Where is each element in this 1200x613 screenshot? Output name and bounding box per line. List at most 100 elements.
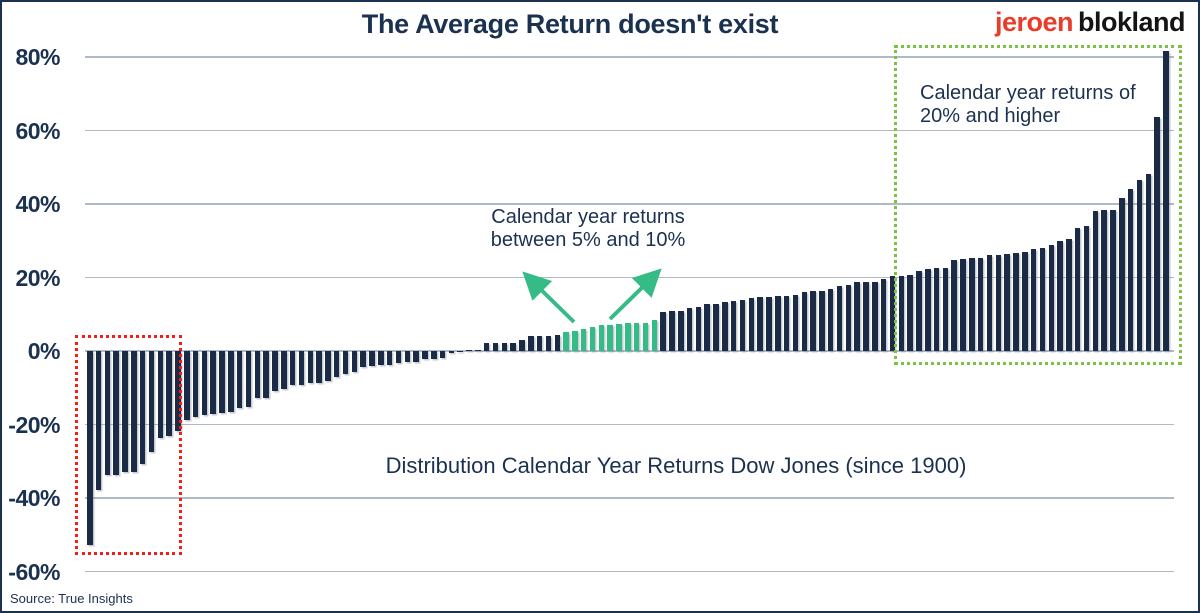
bar bbox=[872, 281, 878, 351]
bar bbox=[483, 343, 490, 351]
bar bbox=[775, 296, 781, 351]
bar bbox=[854, 282, 860, 351]
y-axis-label: 60% bbox=[15, 117, 60, 144]
bar bbox=[166, 351, 172, 436]
bar bbox=[1092, 210, 1099, 351]
bar bbox=[1039, 247, 1046, 351]
bar bbox=[475, 349, 481, 351]
bar bbox=[378, 351, 384, 365]
bar bbox=[1145, 173, 1152, 351]
bar bbox=[898, 276, 905, 351]
bar bbox=[386, 351, 393, 365]
gridline-0% bbox=[85, 350, 1174, 352]
bar bbox=[810, 291, 816, 351]
bar bbox=[554, 335, 561, 351]
bar bbox=[748, 298, 755, 351]
bar bbox=[1074, 227, 1081, 351]
bar bbox=[678, 310, 684, 351]
bar bbox=[360, 351, 366, 367]
bar bbox=[272, 351, 278, 391]
bar bbox=[298, 351, 305, 385]
annotation-line: Calendar year returns of bbox=[920, 82, 1136, 104]
bar bbox=[1030, 249, 1037, 351]
bar bbox=[1154, 116, 1160, 351]
bar bbox=[986, 255, 993, 351]
bar bbox=[245, 351, 252, 407]
bar bbox=[695, 306, 702, 351]
bar bbox=[792, 295, 799, 351]
bar bbox=[519, 339, 525, 351]
bar bbox=[395, 351, 402, 364]
annotation-line: 20% and higher bbox=[920, 105, 1061, 127]
bar bbox=[1066, 238, 1072, 351]
bar bbox=[889, 276, 896, 351]
bar bbox=[933, 267, 940, 351]
bar bbox=[254, 351, 261, 399]
bar bbox=[333, 351, 340, 378]
bar bbox=[704, 304, 710, 351]
bar bbox=[219, 351, 225, 413]
bar bbox=[184, 351, 190, 421]
bar bbox=[607, 324, 613, 351]
y-axis-label: -20% bbox=[8, 411, 60, 438]
bar bbox=[616, 324, 622, 351]
bar bbox=[907, 274, 913, 351]
bar bbox=[157, 351, 164, 438]
bar bbox=[722, 301, 728, 351]
bar bbox=[192, 351, 199, 417]
bar bbox=[819, 290, 825, 351]
bar bbox=[413, 351, 419, 362]
bar bbox=[580, 328, 587, 351]
y-axis-label: 20% bbox=[15, 264, 60, 291]
bar bbox=[228, 351, 234, 412]
bar bbox=[960, 258, 966, 351]
bar bbox=[139, 351, 146, 464]
bar bbox=[545, 335, 552, 351]
bar bbox=[598, 325, 605, 351]
bar bbox=[422, 351, 428, 360]
bar bbox=[325, 351, 331, 381]
high-returns-dotted-box bbox=[894, 45, 1182, 365]
bar bbox=[1004, 253, 1010, 351]
bar bbox=[942, 267, 949, 351]
bar bbox=[536, 335, 543, 351]
annotation-high-returns: Calendar year returns of 20% and higher bbox=[920, 82, 1136, 128]
bar bbox=[845, 285, 852, 351]
bar bbox=[951, 259, 957, 351]
bar bbox=[625, 323, 631, 351]
bar bbox=[633, 323, 640, 351]
gridline-60% bbox=[85, 129, 1174, 132]
bar bbox=[1022, 251, 1028, 351]
bar bbox=[281, 351, 287, 389]
bar bbox=[263, 351, 269, 398]
source-note: Source: True Insights bbox=[10, 591, 133, 606]
bar bbox=[660, 312, 666, 351]
brand-logo: jeroen blokland bbox=[994, 7, 1186, 38]
bar bbox=[236, 351, 243, 408]
bar bbox=[977, 258, 984, 351]
y-axis-label: 40% bbox=[15, 191, 60, 217]
bar bbox=[369, 351, 375, 367]
bar bbox=[122, 351, 128, 472]
bar bbox=[104, 351, 111, 476]
annotation-line: Calendar year returns bbox=[491, 206, 685, 228]
bar bbox=[1013, 253, 1019, 351]
bar bbox=[1119, 197, 1125, 351]
y-axis-label: 80% bbox=[15, 44, 60, 70]
bar bbox=[307, 351, 314, 384]
bar bbox=[95, 351, 102, 490]
bar bbox=[969, 258, 975, 351]
bar bbox=[431, 351, 437, 359]
bar bbox=[801, 291, 807, 351]
bar bbox=[1083, 226, 1090, 351]
bar bbox=[492, 342, 499, 351]
bar bbox=[995, 254, 1002, 351]
chart-title: The Average Return doesn't exist bbox=[361, 9, 779, 39]
logo-first-name: jeroen bbox=[994, 7, 1074, 37]
bar bbox=[827, 288, 834, 351]
logo-last-name: blokland bbox=[1077, 7, 1186, 37]
bar bbox=[1101, 210, 1107, 351]
bar bbox=[1048, 245, 1054, 351]
